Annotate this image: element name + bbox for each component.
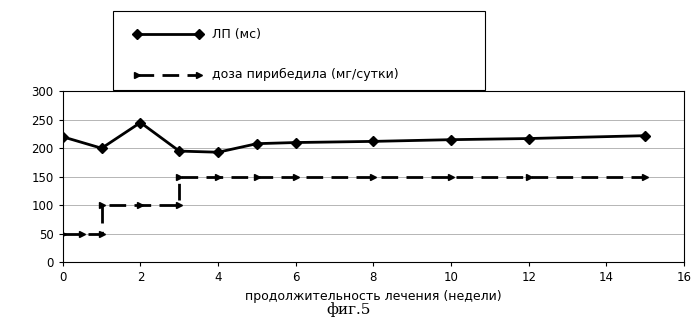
Text: ЛП (мс): ЛП (мс) <box>212 28 261 41</box>
Text: доза пирибедила (мг/сутки): доза пирибедила (мг/сутки) <box>212 68 399 81</box>
FancyBboxPatch shape <box>112 11 485 90</box>
X-axis label: продолжительность лечения (недели): продолжительность лечения (недели) <box>245 290 502 303</box>
Text: фиг.5: фиг.5 <box>327 302 371 317</box>
